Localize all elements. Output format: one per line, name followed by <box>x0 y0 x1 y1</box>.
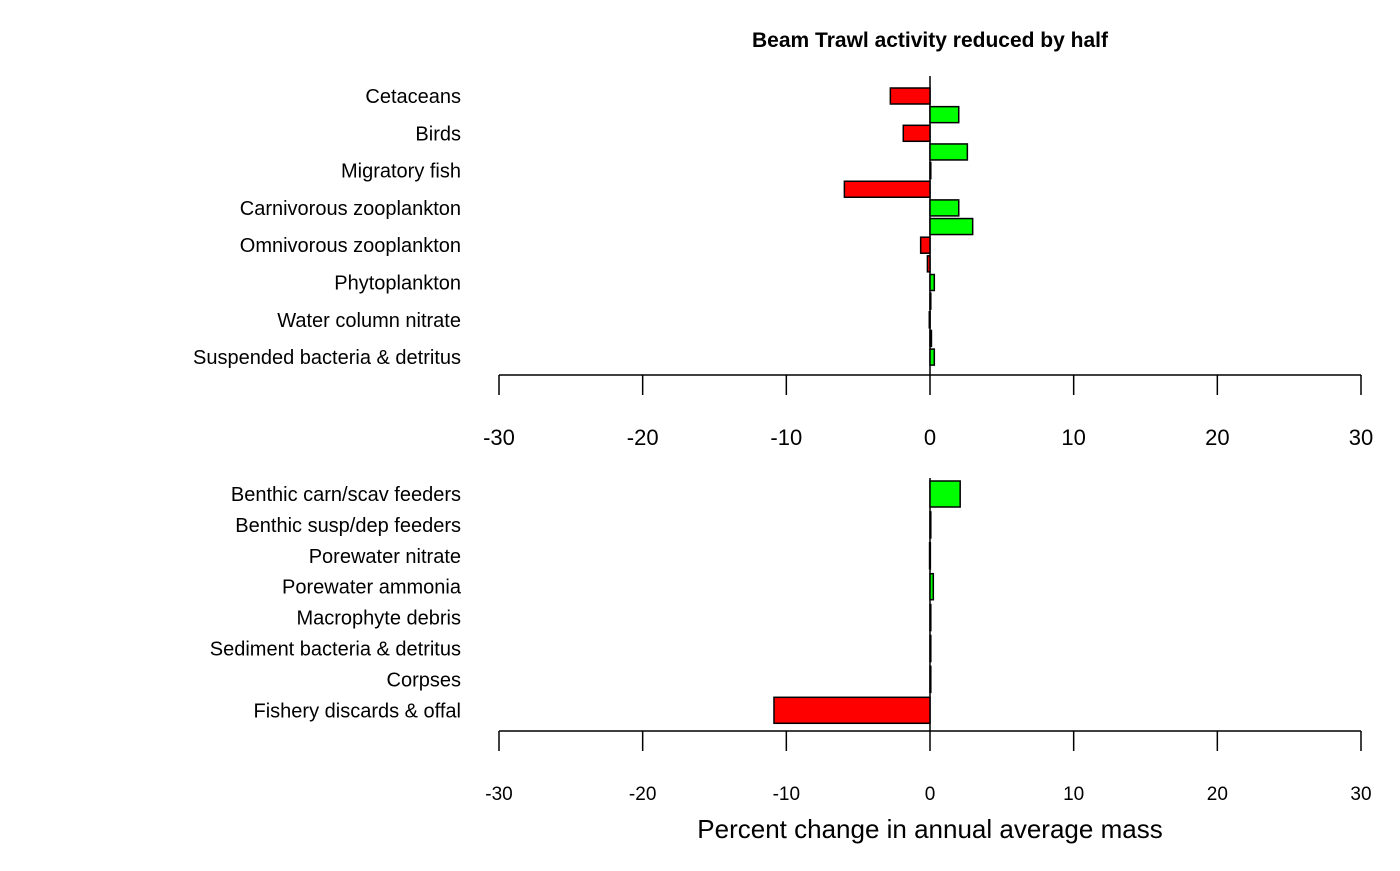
top-panel: Cetaceans Birds Migratory fish Carnivorous … <box>193 76 1373 450</box>
x-tick-label: 0 <box>925 784 936 805</box>
bar <box>929 348 936 366</box>
x-tick-label: 20 <box>1207 784 1228 805</box>
x-tick-label: 30 <box>1350 784 1371 805</box>
x-tick-label: 30 <box>1349 425 1373 450</box>
bar <box>929 292 932 310</box>
category-label: Benthic susp/dep feeders <box>235 515 461 537</box>
bar <box>929 273 936 292</box>
category-label: Cetaceans <box>365 86 461 108</box>
category-label: Porewater ammonia <box>282 577 462 599</box>
x-tick-label: 10 <box>1063 784 1084 805</box>
bar <box>773 696 931 725</box>
x-tick-label: -30 <box>483 425 515 450</box>
x-tick-label: -20 <box>629 784 656 805</box>
x-tick-label: -20 <box>627 425 659 450</box>
category-label: Water column nitrate <box>277 310 461 332</box>
category-label: Migratory fish <box>341 161 461 183</box>
bar <box>929 603 932 632</box>
category-label: Suspended bacteria & detritus <box>193 347 461 369</box>
bar <box>929 572 935 601</box>
bar <box>929 665 932 694</box>
bar <box>926 255 931 273</box>
category-label: Benthic carn/scav feeders <box>231 484 461 506</box>
bar <box>929 634 932 663</box>
x-tick-label: -10 <box>770 425 802 450</box>
chart-title: Beam Trawl activity reduced by half <box>752 29 1109 52</box>
bar <box>919 236 931 254</box>
x-tick-label: -10 <box>773 784 800 805</box>
bar <box>929 105 960 124</box>
bar <box>929 329 933 348</box>
bar <box>929 480 961 508</box>
x-axis-label: Percent change in annual average mass <box>697 814 1162 844</box>
category-label: Phytoplankton <box>334 273 461 295</box>
bottom-panel: Benthic carn/scav feeders Benthic susp/de… <box>210 478 1372 805</box>
category-label: Macrophyte debris <box>296 608 461 630</box>
bar <box>929 199 960 217</box>
bar <box>929 511 932 539</box>
category-label: Corpses <box>387 669 461 691</box>
x-tick-label: -30 <box>485 784 512 805</box>
bar <box>928 542 932 570</box>
bar <box>843 180 931 198</box>
x-tick-label: 0 <box>924 425 936 450</box>
bar <box>929 217 974 236</box>
category-label: Carnivorous zooplankton <box>240 198 461 220</box>
bar <box>928 311 931 329</box>
bar <box>929 143 969 161</box>
x-tick-label: 10 <box>1061 425 1085 450</box>
category-label: Porewater nitrate <box>309 546 461 568</box>
category-label: Omnivorous zooplankton <box>240 235 461 257</box>
category-label: Fishery discards & offal <box>254 700 462 722</box>
bar <box>889 87 931 105</box>
category-label: Birds <box>415 123 461 145</box>
bar <box>929 161 932 180</box>
bar <box>902 124 931 143</box>
category-label: Sediment bacteria & detritus <box>210 639 461 661</box>
x-tick-label: 20 <box>1205 425 1229 450</box>
